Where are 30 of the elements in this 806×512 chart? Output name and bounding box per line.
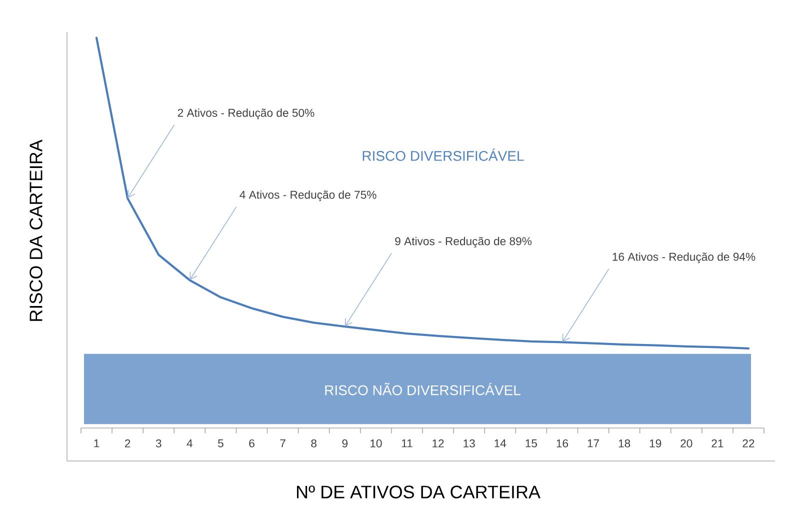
x-tick-label: 7 bbox=[280, 439, 286, 448]
x-tick-label: 1 bbox=[94, 439, 100, 448]
annotation: 9 Ativos - Redução de 89% bbox=[395, 236, 532, 248]
x-tick-label: 15 bbox=[526, 439, 537, 448]
x-tick-label: 6 bbox=[249, 439, 254, 448]
x-tick-label: 5 bbox=[218, 439, 224, 448]
x-tick-label: 13 bbox=[464, 439, 475, 448]
annotation: 4 Ativos - Redução de 75% bbox=[240, 190, 376, 202]
x-tick-label: 14 bbox=[494, 439, 506, 448]
x-tick-label: 12 bbox=[432, 439, 444, 448]
annotation: RISCO DIVERSIFICÁVEL bbox=[362, 148, 524, 161]
x-axis-title: Nº DE ATIVOS DA CARTEIRA bbox=[297, 486, 540, 498]
annotation: 16 Ativos - Redução de 94% bbox=[612, 252, 756, 264]
x-tick-label: 11 bbox=[402, 439, 412, 448]
y-axis-title: RISCO DA CARTEIRA bbox=[30, 140, 42, 321]
x-tick-label: 18 bbox=[618, 439, 630, 448]
x-tick-label: 8 bbox=[311, 439, 317, 448]
band-label: RISCO NÃO DIVERSIFICÁVEL bbox=[325, 382, 520, 396]
x-tick-label: 22 bbox=[742, 439, 754, 448]
x-tick-label: 4 bbox=[186, 439, 192, 448]
x-tick-label: 19 bbox=[650, 439, 662, 448]
x-tick-label: 17 bbox=[588, 439, 599, 448]
x-tick-label: 16 bbox=[556, 439, 568, 448]
x-tick-label: 2 bbox=[124, 439, 130, 448]
x-tick-label: 10 bbox=[370, 439, 382, 448]
x-tick-label: 3 bbox=[156, 439, 162, 448]
annotation: 2 Ativos - Redução de 50% bbox=[178, 108, 314, 120]
x-tick-label: 9 bbox=[342, 439, 348, 448]
x-tick-label: 21 bbox=[712, 439, 724, 448]
x-tick-label: 20 bbox=[680, 439, 692, 448]
